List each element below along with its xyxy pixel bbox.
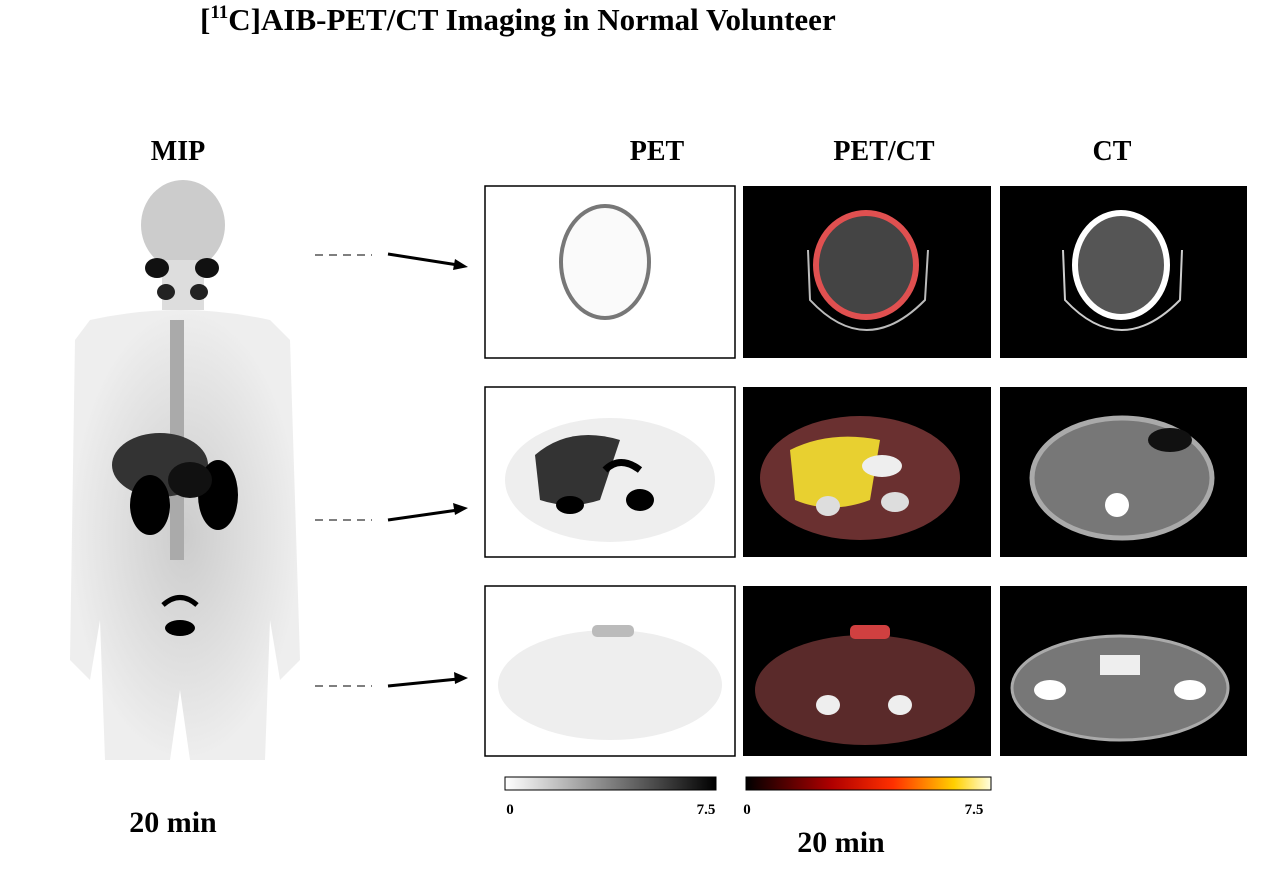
title-part: C]AIB-PET/CT Imaging in Normal Volunteer	[228, 2, 836, 37]
arrows	[387, 252, 468, 688]
title: [11C]AIB-PET/CT Imaging in Normal Volunt…	[200, 2, 836, 37]
title-superscript: 11	[210, 2, 228, 23]
title-part: [	[200, 2, 210, 37]
colorbar-hot	[745, 776, 992, 791]
colorbar-min: 0	[743, 802, 751, 818]
pet-images	[484, 185, 736, 757]
column-label: PET	[630, 136, 685, 167]
mip-image	[70, 180, 300, 760]
ct-images	[1000, 186, 1247, 756]
mip-label: MIP	[151, 136, 205, 167]
column-label: CT	[1093, 136, 1132, 167]
colorbar-max: 7.5	[697, 802, 716, 818]
time-label: 20 min	[797, 826, 885, 859]
colorbar-min: 0	[506, 802, 514, 818]
colorbar-gray	[504, 776, 717, 791]
mip-time: 20 min	[129, 806, 217, 839]
guide-lines	[315, 254, 372, 687]
column-label: PET/CT	[833, 136, 934, 167]
petct-images	[743, 186, 991, 756]
colorbar-max: 7.5	[965, 802, 984, 818]
